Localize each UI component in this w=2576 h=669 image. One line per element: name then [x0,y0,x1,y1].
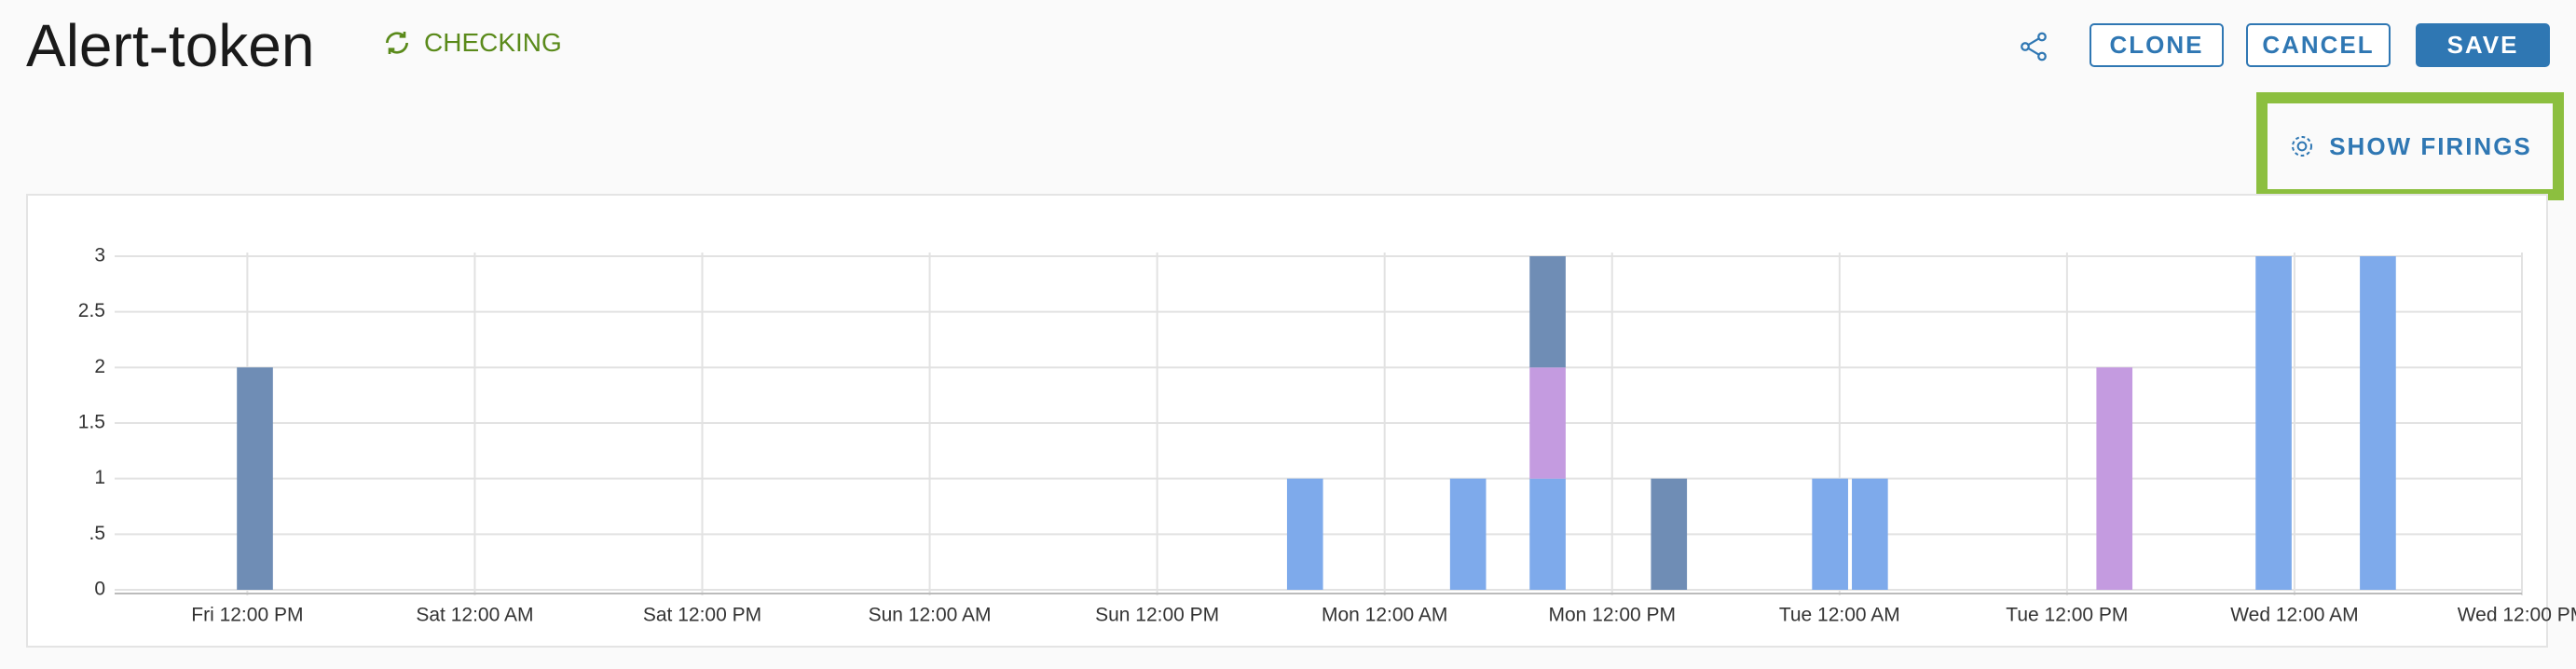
x-tick-label: Mon 12:00 PM [1548,605,1676,626]
gear-icon [2292,136,2313,157]
bar [2360,256,2396,590]
x-tick-label: Tue 12:00 PM [2006,605,2128,626]
x-tick-label: Mon 12:00 AM [1322,605,1447,626]
x-tick-label: Wed 12:00 AM [2230,605,2358,626]
alert-title: Alert-token [26,12,315,79]
bar [1529,367,1566,479]
y-tick-label: 1 [94,467,105,488]
bar [1852,478,1888,590]
share-icon[interactable] [2017,30,2050,63]
clone-button[interactable]: CLONE [2090,23,2224,67]
y-tick-label: 1.5 [78,412,105,433]
x-tick-label: Wed 12:00 PM [2458,605,2576,626]
bar [1286,478,1323,590]
x-tick-label: Sat 12:00 AM [416,605,533,626]
x-tick-label: Sun 12:00 PM [1095,605,1219,626]
y-tick-label: 0 [94,579,105,600]
bar [2255,256,2292,590]
x-tick-label: Sat 12:00 PM [643,605,761,626]
bar [2096,367,2133,590]
bar [1651,478,1688,590]
y-tick-label: 3 [94,245,105,266]
bar [1449,478,1487,590]
save-button[interactable]: SAVE [2416,23,2550,67]
status: CHECKING [424,28,562,57]
y-tick-label: .5 [89,523,105,544]
x-tick-label: Tue 12:00 AM [1779,605,1900,626]
y-tick-label: 2.5 [78,300,105,321]
cancel-button[interactable]: CANCEL [2246,23,2391,67]
x-tick-label: Fri 12:00 PM [191,605,303,626]
bar [1529,256,1566,368]
refresh-icon [386,32,408,54]
y-tick-label: 2 [94,356,105,377]
bar [1812,478,1848,590]
bar [237,367,273,590]
bar [1529,478,1566,590]
show-firings-label: SHOW FIRINGS [2329,131,2532,160]
x-tick-label: Sun 12:00 AM [869,605,992,626]
